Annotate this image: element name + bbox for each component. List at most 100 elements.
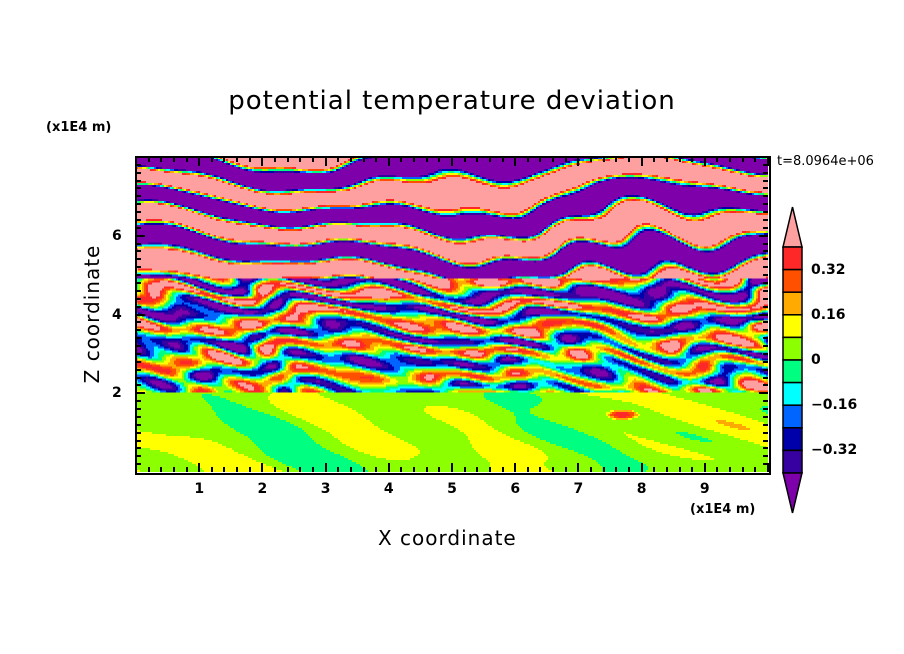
y-tick-right (763, 321, 768, 323)
x-tick-label: 6 (510, 481, 521, 497)
x-tick (552, 467, 554, 472)
y-tick (136, 455, 141, 457)
x-tick-label: 5 (447, 481, 457, 497)
x-tick (211, 467, 213, 472)
colorbar-box (782, 268, 803, 293)
y-tick-right (763, 290, 768, 292)
contour-field (136, 157, 768, 472)
x-tick (148, 467, 150, 472)
x-tick-top (489, 157, 491, 162)
y-tick (136, 432, 141, 434)
x-tick-top (413, 157, 415, 162)
y-tick-right (763, 243, 768, 245)
x-tick-top (261, 157, 263, 166)
x-tick (603, 467, 605, 472)
y-tick (136, 400, 141, 402)
x-tick (186, 467, 188, 472)
colorbar-box (782, 291, 803, 316)
x-tick (641, 463, 643, 472)
x-tick-top (590, 157, 592, 162)
y-tick-right (763, 424, 768, 426)
x-tick-label: 8 (636, 481, 647, 497)
x-tick (274, 467, 276, 472)
y-tick-right (763, 227, 768, 229)
x-tick (565, 467, 567, 472)
y-tick (136, 369, 141, 371)
x-tick (312, 467, 314, 472)
y-tick-right (763, 384, 768, 386)
y-tick (136, 266, 141, 268)
y-tick-right (763, 266, 768, 268)
y-axis-label: Z coordinate (80, 244, 104, 384)
y-tick (136, 250, 141, 252)
x-tick-label: 9 (699, 481, 710, 497)
y-tick (136, 290, 141, 292)
y-tick-right (763, 306, 768, 308)
x-tick (577, 463, 579, 472)
x-tick-top (274, 157, 276, 162)
y-tick (136, 361, 141, 363)
y-tick (136, 424, 141, 426)
x-tick-top (312, 157, 314, 162)
x-tick (691, 467, 693, 472)
x-tick (615, 467, 617, 472)
y-tick (136, 463, 141, 465)
y-tick (136, 416, 141, 418)
x-tick-top (160, 157, 162, 162)
x-tick (413, 467, 415, 472)
x-tick-top (666, 157, 668, 162)
y-tick (136, 274, 141, 276)
x-tick-top (527, 157, 529, 162)
y-tick-right (763, 164, 768, 166)
x-tick (514, 463, 516, 472)
x-tick-top (375, 157, 377, 162)
y-tick-right (763, 203, 768, 205)
y-tick (136, 211, 141, 213)
colorbar-box (782, 314, 803, 339)
x-tick-top (767, 157, 769, 166)
x-tick-top (388, 157, 390, 166)
y-tick (136, 282, 141, 284)
x-tick (527, 467, 529, 472)
x-tick-top (577, 157, 579, 166)
x-tick-top (148, 157, 150, 162)
time-label: t=8.0964e+06 (777, 154, 874, 169)
plot-area (135, 156, 771, 475)
x-tick-top (198, 157, 200, 166)
colorbar-box (782, 427, 803, 452)
y-tick-right (763, 258, 768, 260)
x-tick (363, 467, 365, 472)
y-tick (136, 180, 141, 182)
x-tick (236, 467, 238, 472)
x-tick (223, 467, 225, 472)
x-tick-top (426, 157, 428, 162)
x-tick (666, 467, 668, 472)
x-tick-top (603, 157, 605, 162)
colorbar-label: −0.16 (811, 397, 858, 414)
y-tick (136, 227, 141, 229)
x-tick (426, 467, 428, 472)
x-tick-top (514, 157, 516, 166)
x-tick (539, 467, 541, 472)
y-tick (136, 392, 145, 394)
x-tick (198, 463, 200, 472)
x-tick (375, 467, 377, 472)
x-tick (590, 467, 592, 472)
x-tick-top (299, 157, 301, 162)
x-tick-top (552, 157, 554, 162)
x-tick (350, 467, 352, 472)
colorbar-box (782, 246, 803, 271)
x-tick-top (211, 157, 213, 162)
x-tick (173, 467, 175, 472)
x-tick (388, 463, 390, 472)
x-tick-top (476, 157, 478, 162)
y-tick (136, 243, 141, 245)
y-tick-right (763, 432, 768, 434)
y-tick-right (763, 463, 768, 465)
x-tick-top (691, 157, 693, 162)
y-tick-right (763, 455, 768, 457)
colorbar-box (782, 404, 803, 429)
y-tick (136, 203, 141, 205)
y-tick (136, 321, 141, 323)
y-tick (136, 408, 141, 410)
